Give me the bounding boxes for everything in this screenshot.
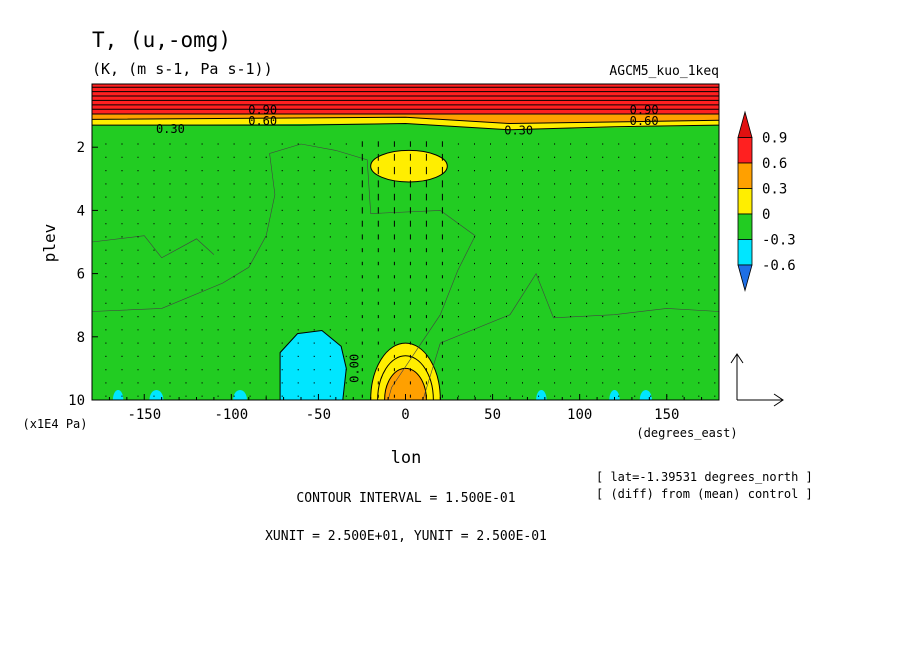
x-tick-label: 50 (484, 407, 501, 423)
y-unit-label: (x1E4 Pa) (22, 417, 87, 431)
colorbar-segment (737, 137, 753, 164)
contour-label: 0.30 (504, 124, 533, 138)
shade-warm-patch (370, 150, 448, 182)
contour-line-warm-patch (370, 149, 448, 183)
shade-cool-bump (609, 390, 620, 400)
x-tick-label: -100 (214, 407, 248, 423)
shade-cool-bump (536, 390, 547, 400)
colorbar-label: 0 (762, 207, 770, 223)
contour-label: 0.90 (630, 103, 659, 117)
shade-cool-bump (233, 390, 248, 400)
x-tick-label: -150 (127, 407, 161, 423)
colorbar-top-triangle (737, 110, 753, 138)
shade-surface-warm-0.6 (384, 368, 427, 400)
contour-line-zero (422, 272, 719, 400)
contour-interval-note: CONTOUR INTERVAL = 1.500E-01 (296, 491, 515, 506)
contour-label: 0.60 (630, 114, 659, 128)
run-name-label: AGCM5_kuo_1keq (609, 64, 719, 79)
y-tick-label: 4 (77, 203, 85, 219)
colorbar-label: 0.3 (762, 182, 787, 198)
contour-layer (92, 86, 719, 400)
y-tick-label: 6 (77, 267, 85, 283)
colorbar-label: -0.6 (762, 258, 796, 274)
shade-cool-bump (149, 390, 164, 400)
chart-subtitle: (K, (m s-1, Pa s-1)) (92, 60, 273, 78)
colorbar-label: -0.3 (762, 233, 796, 249)
contour-label: 0.00 (348, 354, 362, 383)
x-axis: -150 -100 -50 0 50 100 150 (108, 394, 720, 423)
contour-line-0.6 (92, 116, 719, 125)
contour-line-zero (92, 143, 476, 400)
vector-layer (105, 141, 716, 398)
shading-layer (92, 84, 719, 400)
y-tick-label: 10 (68, 393, 85, 409)
colorbar-bottom-triangle (737, 264, 753, 293)
contour-line-0.3 (92, 122, 719, 131)
colorbar-label: 0.9 (762, 131, 787, 147)
colorbar-segment (737, 188, 753, 215)
x-tick-label: 150 (654, 407, 679, 423)
contour-label: 0.90 (248, 103, 277, 117)
latitude-note: [ lat=-1.39531 degrees_north ] (596, 470, 813, 484)
colorbar-label: 0.6 (762, 156, 787, 172)
contour-line-cool (279, 329, 347, 400)
contour-label: 0.30 (156, 122, 185, 136)
contour-label-layer: 0.30 0.300.60 0.600.90 0.900.00 (156, 103, 659, 383)
colorbar: -0.6 -0.3 0 0.3 0.6 0.9 (737, 110, 796, 293)
colorbar-segment (737, 239, 753, 266)
y-tick-label: 8 (77, 330, 85, 346)
colorbar-segment (737, 213, 753, 240)
x-tick-label: 0 (401, 407, 409, 423)
contour-label: 0.60 (248, 114, 277, 128)
colorbar-segment (737, 162, 753, 189)
diff-note: [ (diff) from (mean) control ] (596, 487, 813, 501)
y-tick-label: 2 (77, 140, 85, 156)
chart-title: T, (u,-omg) (92, 28, 231, 52)
contour-line-surface-0.45 (377, 355, 434, 400)
vector-reference-arrows (730, 353, 784, 407)
x-axis-label: lon (391, 448, 422, 468)
vector-unit-note: XUNIT = 2.500E+01, YUNIT = 2.500E-01 (265, 529, 547, 544)
plot-area (92, 84, 719, 400)
y-axis-label: plev (40, 224, 59, 263)
x-unit-label: (degrees_east) (636, 426, 737, 440)
shade-cool-bump (112, 390, 124, 400)
contour-line-zero (92, 235, 215, 259)
y-axis: 2 4 6 8 10 (68, 140, 98, 409)
x-tick-label: 100 (567, 407, 592, 423)
x-tick-label: -50 (306, 407, 331, 423)
shade-surface-cool (280, 330, 347, 400)
